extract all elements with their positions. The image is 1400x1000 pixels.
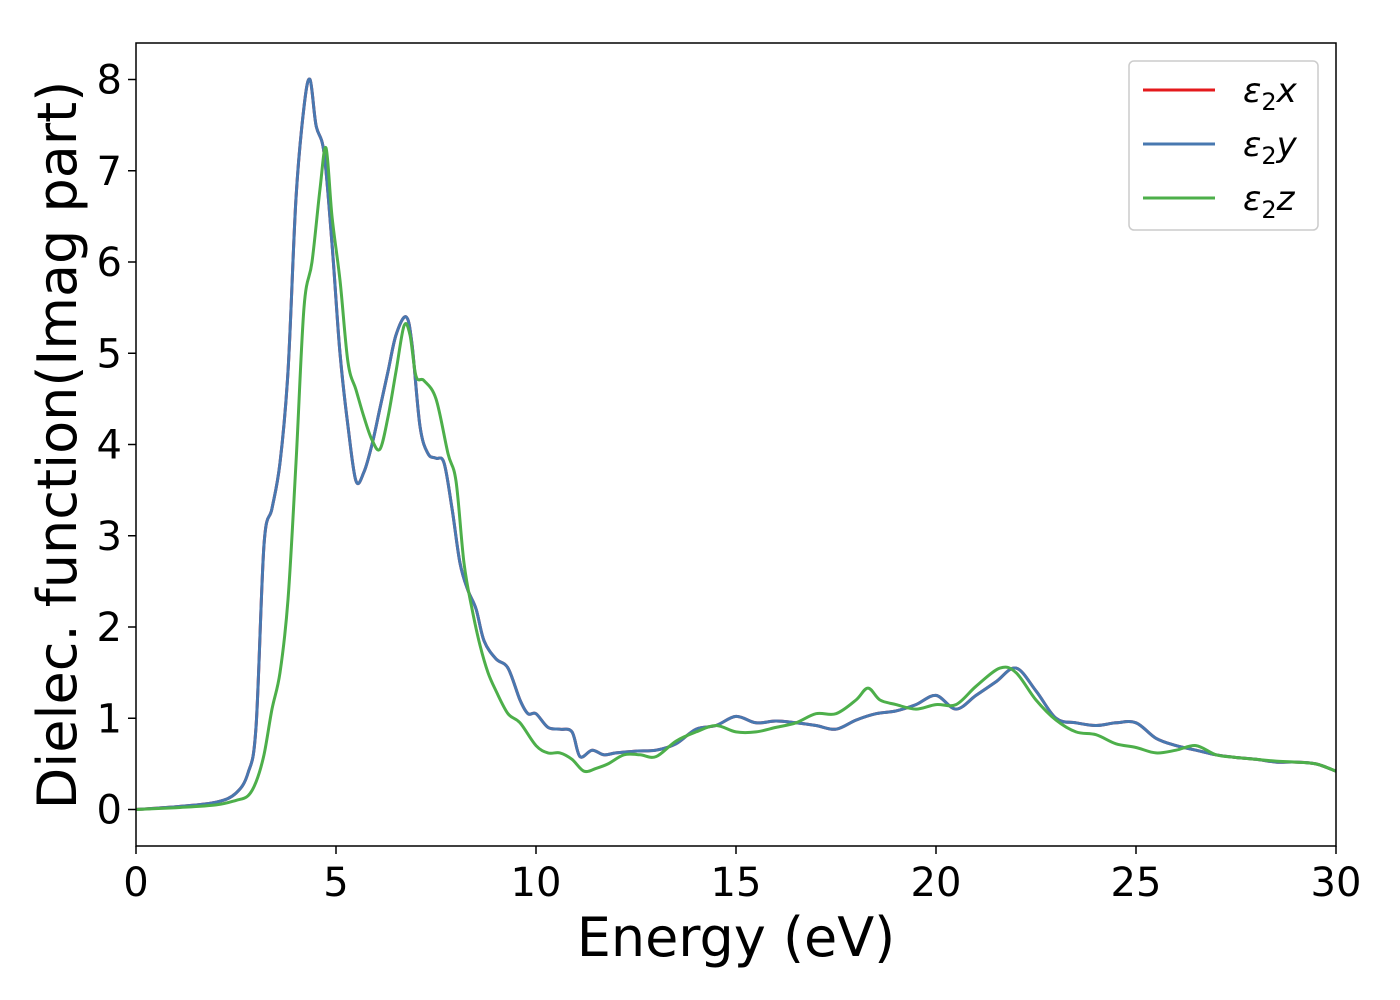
y-tick-label: 5 — [97, 331, 122, 377]
y-tick-label: 6 — [97, 240, 122, 286]
series-line-z — [135, 146, 1337, 811]
y-tick-label: 1 — [97, 696, 122, 742]
y-tick-label: 3 — [97, 514, 122, 560]
y-axis-label: Dielec. function(Imag part) — [26, 81, 89, 810]
legend-box — [1128, 60, 1319, 231]
y-axis: 0 1 2 3 4 5 6 7 8 — [97, 58, 136, 834]
x-tick-label: 20 — [911, 860, 962, 906]
x-tick-label: 0 — [123, 860, 148, 906]
x-axis-label: Energy (eV) — [577, 906, 896, 969]
series-layer — [135, 77, 1337, 811]
y-tick-label: 8 — [97, 58, 122, 104]
y-tick-label: 0 — [97, 788, 122, 834]
x-tick-label: 10 — [511, 860, 562, 906]
legend-label-y: ε2y — [1243, 125, 1298, 170]
legend-label-x: ε2x — [1243, 71, 1298, 116]
x-tick-label: 30 — [1311, 860, 1362, 906]
x-tick-label: 25 — [1111, 860, 1162, 906]
legend: ε2x ε2y ε2z — [1128, 60, 1319, 231]
y-tick-label: 2 — [97, 605, 122, 651]
y-tick-label: 7 — [97, 149, 122, 195]
x-tick-label: 15 — [711, 860, 762, 906]
x-axis: 0 5 10 15 20 25 30 — [123, 846, 1361, 906]
legend-label-z: ε2z — [1243, 179, 1296, 224]
x-tick-label: 5 — [323, 860, 348, 906]
y-tick-label: 4 — [97, 423, 122, 469]
